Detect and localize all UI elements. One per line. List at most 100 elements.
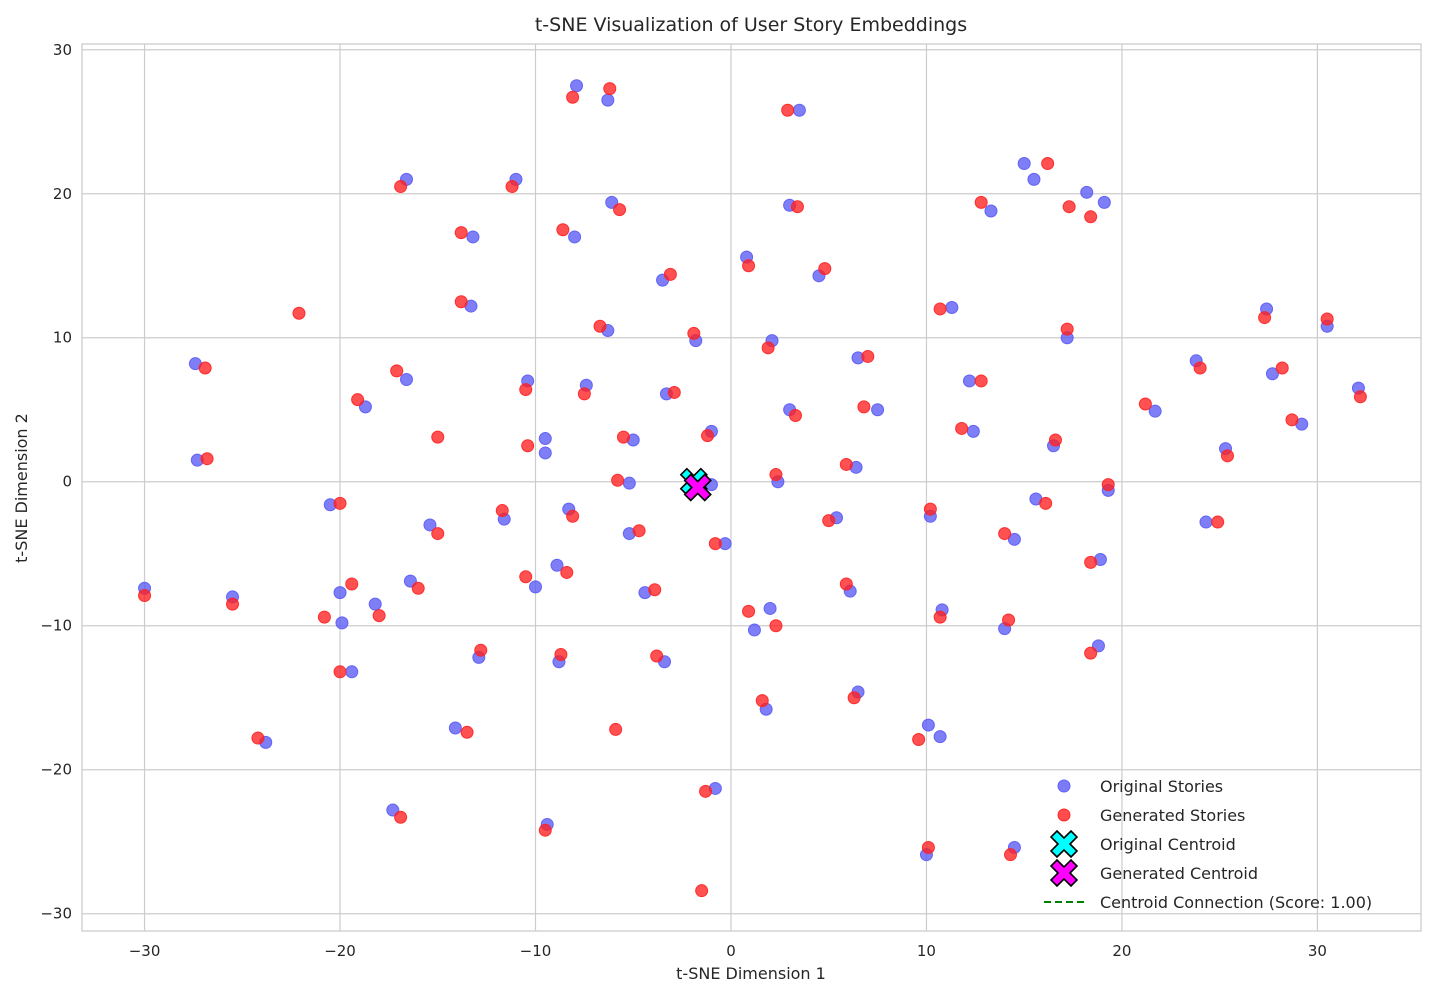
original-story-point [550, 558, 564, 572]
generated-story-point [699, 784, 713, 798]
generated-story-point [1275, 361, 1289, 375]
generated-story-point [351, 393, 365, 407]
generated-story-point [998, 527, 1012, 541]
generated-story-point [818, 262, 832, 276]
generated-story-point [292, 306, 306, 320]
generated-story-point [1041, 157, 1055, 171]
generated-story-point [1285, 413, 1299, 427]
generated-story-point [650, 649, 664, 663]
original-story-point [345, 665, 359, 679]
generated-story-point [454, 295, 468, 309]
generated-story-point [198, 361, 212, 375]
chart-title: t-SNE Visualization of User Story Embedd… [535, 14, 967, 36]
generated-story-point [912, 732, 926, 746]
generated-story-point [1084, 210, 1098, 224]
y-tick-label: 10 [53, 329, 72, 347]
generated-story-point [687, 326, 701, 340]
original-story-point [1148, 404, 1162, 418]
original-story-point [538, 446, 552, 460]
generated-story-point [560, 565, 574, 579]
legend-original-stories-marker [1057, 779, 1071, 793]
original-story-point [333, 586, 347, 600]
generated-story-point [1062, 200, 1076, 214]
original-story-point [962, 374, 976, 388]
generated-story-point [521, 439, 535, 453]
generated-story-point [394, 810, 408, 824]
x-tick-label: 10 [917, 942, 936, 960]
generated-story-point [345, 577, 359, 591]
generated-story-point [554, 648, 568, 662]
generated-story-point [781, 103, 795, 117]
generated-story-point [317, 610, 331, 624]
generated-story-point [1353, 390, 1367, 404]
generated-story-point [519, 383, 533, 397]
original-story-point [568, 230, 582, 244]
generated-story-point [603, 82, 617, 96]
original-story-point [763, 601, 777, 615]
original-story-point [399, 373, 413, 387]
generated-story-point [333, 496, 347, 510]
original-story-point [601, 93, 615, 107]
original-story-point [1080, 185, 1094, 199]
generated-story-point [769, 468, 783, 482]
generated-story-point [609, 722, 623, 736]
generated-story-point [790, 200, 804, 214]
generated-story-point [390, 364, 404, 378]
original-story-point [1199, 515, 1213, 529]
y-tick-label: −20 [40, 761, 72, 779]
generated-story-point [454, 226, 468, 240]
original-story-point [747, 623, 761, 637]
legend-generated-stories-marker [1057, 808, 1071, 822]
generated-story-point [755, 694, 769, 708]
generated-story-point [1258, 311, 1272, 325]
original-story-point [368, 597, 382, 611]
generated-story-point [822, 514, 836, 528]
original-story-point [1097, 195, 1111, 209]
generated-story-point [839, 577, 853, 591]
original-story-point [1017, 157, 1031, 171]
original-story-point [448, 721, 462, 735]
generated-story-point [701, 429, 715, 443]
plot-frame [81, 43, 1422, 932]
generated-story-point [667, 385, 681, 399]
y-tick-label: 0 [62, 473, 72, 491]
x-tick-label: 0 [726, 942, 736, 960]
generated-story-point [1193, 361, 1207, 375]
generated-story-point [1039, 496, 1053, 510]
legend-original-centroid-label: Original Centroid [1100, 835, 1236, 854]
generated-story-point [200, 452, 214, 466]
generated-story-point [742, 259, 756, 273]
original-story-point [792, 103, 806, 117]
generated-story-point [861, 349, 875, 363]
generated-story-point [394, 180, 408, 194]
legend-generated-centroid-marker [1049, 858, 1079, 888]
generated-story-point [616, 430, 630, 444]
legend-generated-stories-label: Generated Stories [1100, 806, 1245, 825]
y-tick-label: −10 [40, 617, 72, 635]
original-story-point [466, 230, 480, 244]
legend-original-stories-label: Original Stories [1100, 777, 1223, 796]
y-axis-title: t-SNE Dimension 2 [12, 413, 31, 563]
generated-story-point [788, 409, 802, 423]
original-story-point [1265, 367, 1279, 381]
generated-story-point [251, 731, 265, 745]
generated-story-point [495, 504, 509, 518]
generated-story-point [1060, 322, 1074, 336]
original-story-point [1027, 172, 1041, 186]
generated-story-point [955, 421, 969, 435]
generated-story-point [769, 619, 783, 633]
original-story-point [966, 424, 980, 438]
original-story-point [984, 204, 998, 218]
generated-story-point [742, 604, 756, 618]
generated-story-point [933, 302, 947, 316]
x-axis-title: t-SNE Dimension 1 [676, 964, 826, 983]
generated-story-point [474, 643, 488, 657]
original-story-point [529, 580, 543, 594]
generated-story-point [933, 610, 947, 624]
generated-story-point [566, 509, 580, 523]
generated-story-point [921, 840, 935, 854]
legend-original-centroid-marker [1049, 829, 1079, 859]
legend-centroid-connection-label: Centroid Connection (Score: 1.00) [1100, 893, 1372, 912]
generated-story-point [138, 588, 152, 602]
